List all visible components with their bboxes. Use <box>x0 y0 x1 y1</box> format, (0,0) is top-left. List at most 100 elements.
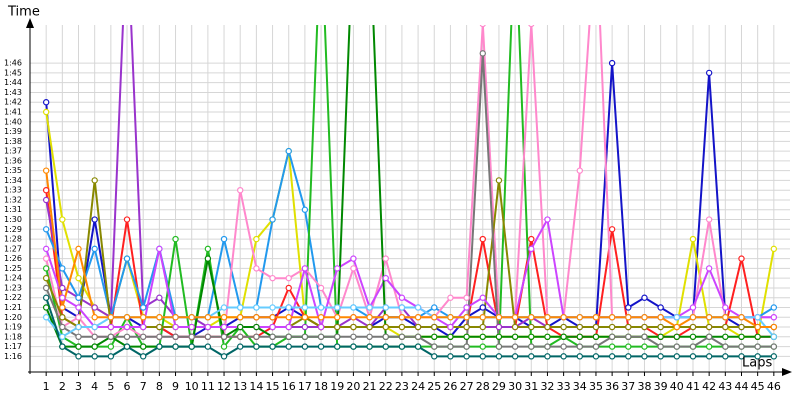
data-point <box>479 353 486 360</box>
data-point <box>528 343 535 350</box>
data-point <box>657 314 664 321</box>
data-point <box>269 343 276 350</box>
y-tick-label: 1:37 <box>4 147 22 156</box>
data-point <box>382 255 389 262</box>
data-point <box>269 274 276 282</box>
series-line <box>45 25 774 348</box>
data-point <box>253 304 260 311</box>
data-point <box>91 245 98 253</box>
data-point <box>366 323 373 331</box>
series-line <box>45 297 774 358</box>
data-point <box>301 333 309 341</box>
x-tick-label: 19 <box>330 380 344 393</box>
data-point <box>738 333 745 341</box>
data-point <box>334 265 341 272</box>
data-point <box>463 314 470 321</box>
data-point <box>59 216 66 223</box>
data-point <box>382 323 389 331</box>
data-point <box>528 323 535 331</box>
data-point <box>253 323 260 331</box>
x-tick-label: 14 <box>249 380 263 393</box>
data-point <box>754 353 761 360</box>
data-point <box>204 323 212 331</box>
x-tick-label: 43 <box>718 380 732 393</box>
data-point <box>625 314 632 321</box>
data-point <box>511 353 519 360</box>
x-tick-label: 10 <box>185 380 199 393</box>
x-tick-label: 21 <box>363 380 377 393</box>
data-point <box>770 245 778 253</box>
y-tick-label: 1:32 <box>4 195 22 204</box>
data-point <box>285 274 292 282</box>
data-point <box>59 284 66 292</box>
data-point <box>350 333 357 341</box>
data-point <box>91 323 98 331</box>
y-tick-label: 1:41 <box>4 107 22 116</box>
data-point <box>738 343 745 350</box>
x-tick-label: 11 <box>201 380 215 393</box>
data-point <box>107 343 115 350</box>
data-point <box>398 323 406 331</box>
y-tick-label: 1:31 <box>4 205 22 214</box>
series-line <box>45 25 774 349</box>
data-point <box>334 323 341 331</box>
series-line <box>45 170 774 329</box>
y-tick-label: 1:22 <box>4 293 22 302</box>
data-point <box>528 245 535 253</box>
data-point <box>59 265 66 272</box>
data-point <box>42 99 50 106</box>
data-point <box>544 323 551 331</box>
data-point <box>592 333 600 341</box>
data-point <box>301 206 309 213</box>
data-point <box>139 314 147 321</box>
data-point <box>156 314 163 321</box>
data-point <box>139 343 147 350</box>
data-point <box>689 343 697 350</box>
data-point <box>107 353 115 360</box>
data-point <box>641 314 648 321</box>
data-point <box>770 304 778 311</box>
y-tick-label: 1:39 <box>4 127 22 136</box>
x-tick-label: 2 <box>59 380 66 393</box>
data-point <box>398 314 406 321</box>
y-tick-label: 1:38 <box>4 137 22 146</box>
data-point <box>42 265 50 272</box>
data-point <box>237 343 244 350</box>
x-tick-label: 17 <box>298 380 312 393</box>
data-point <box>253 314 260 321</box>
y-tick-label: 1:27 <box>4 244 22 253</box>
data-point <box>204 245 212 253</box>
x-tick-label: 7 <box>140 380 147 393</box>
data-point <box>657 304 664 311</box>
data-point <box>188 314 195 321</box>
x-tick-label: 26 <box>443 380 457 393</box>
y-tick-label: 1:28 <box>4 235 22 244</box>
data-point <box>123 343 131 350</box>
plot-area <box>42 25 778 360</box>
y-tick-label: 1:36 <box>4 156 22 165</box>
x-axis-title: Laps <box>742 356 772 371</box>
data-point <box>237 314 244 321</box>
data-point <box>479 343 486 350</box>
data-point <box>431 343 438 350</box>
data-point <box>495 314 503 321</box>
data-point <box>463 323 470 331</box>
y-tick-label: 1:33 <box>4 186 22 195</box>
series-line <box>45 25 774 338</box>
data-point <box>414 333 422 341</box>
data-point <box>608 353 616 360</box>
data-point <box>673 333 681 341</box>
data-point <box>495 323 503 331</box>
data-point <box>705 314 713 321</box>
data-point <box>172 235 179 243</box>
data-point <box>705 333 713 341</box>
data-point <box>592 343 600 350</box>
x-tick-label: 35 <box>589 380 603 393</box>
data-point <box>204 343 212 350</box>
data-point <box>253 235 260 243</box>
data-point <box>91 177 98 184</box>
data-point <box>139 323 147 331</box>
x-tick-label: 37 <box>621 380 635 393</box>
x-tick-label: 25 <box>427 380 441 393</box>
x-tick-label: 18 <box>314 380 328 393</box>
